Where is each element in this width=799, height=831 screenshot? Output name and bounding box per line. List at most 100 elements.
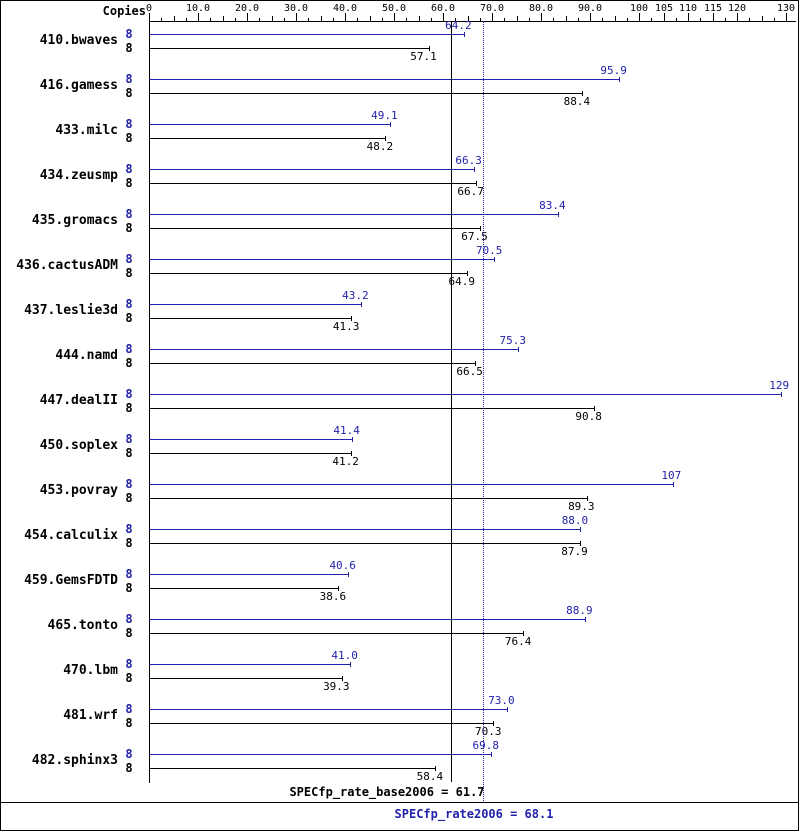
benchmark-label: 465.tonto [47,618,118,633]
axis-tick [774,18,775,21]
axis-tick-label: 120 [727,3,747,14]
axis-tick [566,16,567,21]
bar-value-label: 41.2 [332,455,359,468]
peak-bar [149,259,495,260]
bar-end-cap [338,586,340,591]
axis-tick [149,13,150,21]
copies-value: 8 [125,716,133,730]
axis-tick [235,18,236,21]
axis-tick [431,18,432,21]
bar-value-label: 48.2 [366,140,394,153]
bar-end-cap [506,707,508,712]
base-bar [149,768,436,769]
axis-tick [541,13,542,21]
bar-end-cap [582,91,584,96]
copies-value: 8 [125,612,133,626]
copies-value: 8 [125,477,133,491]
copies-value: 8 [125,522,133,536]
axis-tick [174,16,175,21]
copies-value: 8 [125,297,133,311]
copies-value: 8 [125,567,133,581]
axis-tick [749,18,750,21]
axis-tick [688,13,689,21]
bar-value-label: 95.9 [600,64,627,77]
bar-value-label: 49.1 [371,109,398,122]
axis-tick [468,16,469,21]
peak-bar [149,79,619,80]
bar-value-label: 88.9 [566,604,593,617]
bar-end-cap [351,316,353,321]
peak-bar [149,169,474,170]
axis-tick [590,13,591,21]
benchmark-label: 437.leslie3d [24,303,118,318]
axis-baseline [149,21,796,22]
axis-tick [553,18,554,21]
axis-tick [725,18,726,21]
bar-end-cap [673,482,675,487]
bar-end-cap [517,347,519,352]
axis-tick [786,13,787,21]
bar-end-cap [428,46,430,51]
copies-value: 8 [125,387,133,401]
axis-tick [382,18,383,21]
bar-value-label: 69.8 [472,739,500,752]
benchmark-label: 435.gromacs [31,213,118,228]
bar-end-cap [579,541,581,546]
bar-value-label: 41.4 [333,424,360,437]
axis-tick-label: 10.0 [185,3,211,14]
axis-tick-label: 20.0 [234,3,260,14]
copies-value: 8 [125,86,133,100]
bar-value-label: 64.9 [448,275,476,288]
benchmark-label: 416.gamess [39,78,118,93]
bar-end-cap [479,226,481,231]
bar-value-label: 89.3 [568,500,595,513]
axis-tick [406,18,407,21]
bar-end-cap [351,437,353,442]
axis-tick [578,18,579,21]
axis-tick [492,13,493,21]
bar-end-cap [349,662,351,667]
axis-tick [762,16,763,21]
base-median-line [451,21,452,782]
copies-value: 8 [125,581,133,595]
axis-tick [284,18,285,21]
axis-tick [700,18,701,21]
bar-value-label: 70.5 [475,244,503,257]
base-bar [149,183,476,184]
bar-end-cap [347,572,349,577]
axis-tick [210,18,211,21]
axis-tick [517,16,518,21]
base-bar [149,363,475,364]
peak-median-line [483,21,484,801]
axis-tick-label: 70.0 [479,3,505,14]
axis-tick-label: 40.0 [332,3,358,14]
copies-value: 8 [125,536,133,550]
benchmark-label: 436.cactusADM [16,258,118,273]
footer-divider [1,802,798,803]
axis-tick-label: 80.0 [528,3,554,14]
benchmark-label: 470.lbm [63,663,118,678]
bar-end-cap [360,302,362,307]
bar-end-cap [473,167,475,172]
benchmark-label: 433.milc [55,123,118,138]
copies-column-header: Copies [102,4,146,18]
benchmark-label: 410.bwaves [39,33,118,48]
axis-tick [615,16,616,21]
base-bar [149,543,580,544]
axis-tick-label: 110 [678,3,698,14]
copies-value: 8 [125,626,133,640]
bar-value-label: 76.4 [504,635,532,648]
axis-tick-label: 50.0 [381,3,407,14]
axis-tick [345,13,346,21]
copies-value: 8 [125,356,133,370]
base-bar [149,723,494,724]
peak-bar [149,304,361,305]
axis-tick [394,13,395,21]
bar-value-label: 58.4 [416,770,444,783]
axis-tick [223,16,224,21]
bar-value-label: 87.9 [561,545,588,558]
benchmark-label: 481.wrf [63,708,118,723]
